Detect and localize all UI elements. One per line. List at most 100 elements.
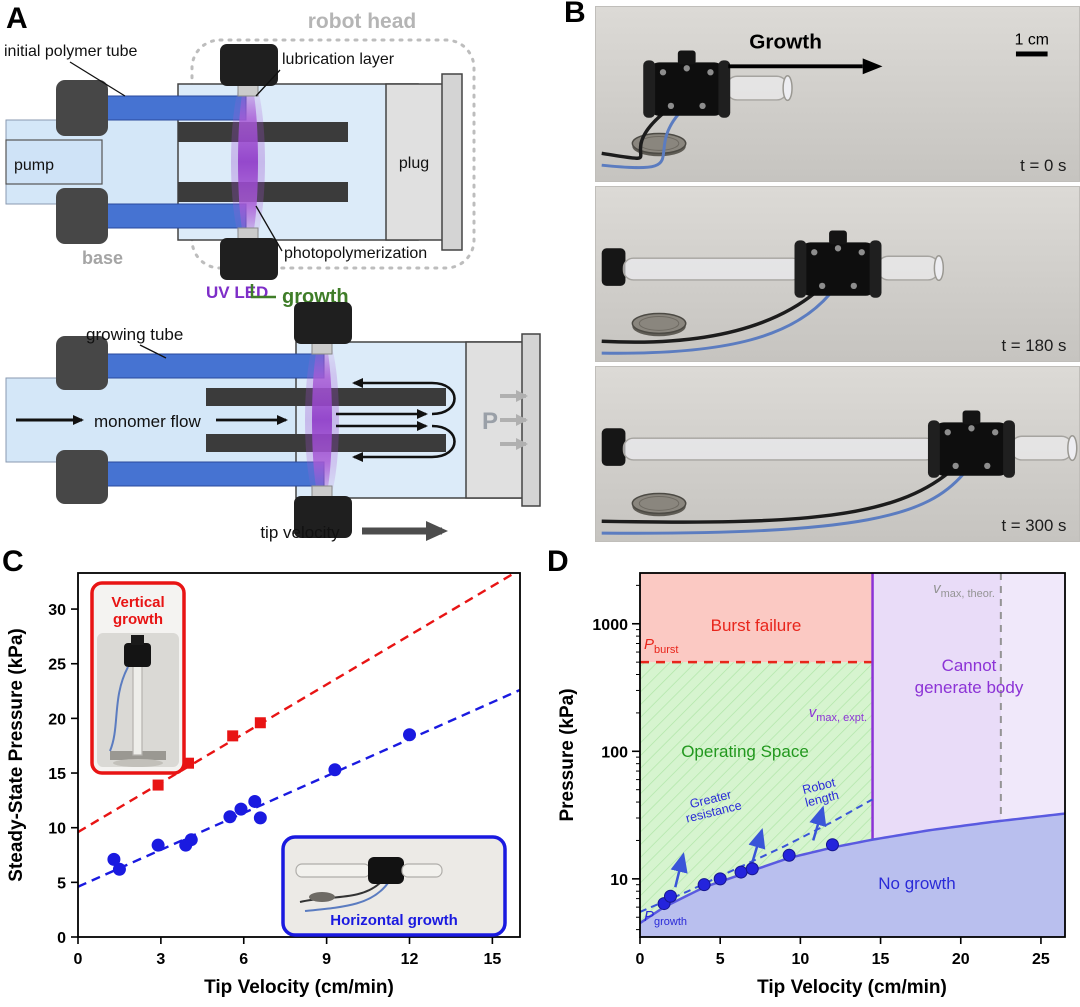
robot-assembly <box>601 230 945 355</box>
growth-bracket <box>250 284 276 299</box>
return-flow-top <box>352 378 456 416</box>
cannot-generate-label-2: generate body <box>915 678 1024 697</box>
panel-b-letter: B <box>564 0 586 29</box>
robot-assembly <box>601 50 793 170</box>
x-tick-label: 9 <box>322 951 331 968</box>
y-tick-label: 10 <box>48 821 66 838</box>
x-tick-label: 5 <box>716 951 725 968</box>
panel-d-phase-diagram: D 0 5 10 15 20 25 10 100 1000 Burst failure Oper… <box>547 545 1066 998</box>
y-tick-label: 10 <box>610 872 628 889</box>
base-label: base <box>82 248 123 268</box>
x-axis-title: Tip Velocity (cm/min) <box>204 977 394 998</box>
timestamp: t = 180 s <box>1001 336 1066 355</box>
growth-direction-label: Growth <box>749 31 822 54</box>
no-growth-label: No growth <box>878 874 955 893</box>
robot-head-mini <box>124 643 151 667</box>
operating-space-label: Operating Space <box>681 742 809 761</box>
p-growth-label: Pgrowth <box>644 908 687 928</box>
p-burst-label: Pburst <box>644 636 678 656</box>
y-axis-title: Pressure (kPa) <box>557 688 578 821</box>
x-tick-label: 6 <box>239 951 248 968</box>
panel-a-letter: A <box>6 2 28 35</box>
robot-assembly <box>601 410 1078 535</box>
region-burst-failure <box>640 573 873 663</box>
inset-title: Horizontal growth <box>330 912 458 929</box>
series-vertical-growth <box>152 717 266 791</box>
burst-failure-label: Burst failure <box>711 616 802 635</box>
y-tick-label: 30 <box>48 602 66 619</box>
y-axis-title: Steady-State Pressure (kPa) <box>6 628 27 881</box>
inset-horizontal-growth: Horizontal growth <box>281 835 507 937</box>
scale-bar-label: 1 cm <box>1015 32 1049 49</box>
photopolymerization-zone <box>238 78 258 246</box>
region-no-growth <box>640 813 1065 937</box>
timestamp: t = 300 s <box>1001 516 1066 535</box>
y-tick-label: 20 <box>48 711 66 728</box>
uv-led-housing-bottom-2 <box>294 496 352 538</box>
cannot-generate-label-1: Cannot <box>942 656 997 675</box>
scale-bar <box>1015 51 1048 57</box>
y-tick-label: 5 <box>57 875 66 892</box>
growth-arrow-head <box>862 58 883 75</box>
y-tick-label: 1000 <box>592 617 628 634</box>
y-tick-label: 0 <box>57 930 66 947</box>
series-horizontal-growth <box>107 728 416 876</box>
x-tick-label: 15 <box>872 951 890 968</box>
photo-frame-t0: Growth 1 cm t = 0 s <box>595 6 1080 182</box>
x-tick-label: 25 <box>1032 951 1050 968</box>
robot-head-label: robot head <box>308 10 417 33</box>
pump-label: pump <box>14 157 54 174</box>
polymer-tube-wall-bottom <box>93 203 247 229</box>
v-max-expt-label: vmax, expt. <box>809 704 867 724</box>
x-tick-label: 0 <box>636 951 645 968</box>
x-tick-label: 0 <box>74 951 83 968</box>
timestamp: t = 0 s <box>1020 156 1066 175</box>
panel-a-schematic: A robot head initial polymer tube lubric… <box>4 2 541 542</box>
pump-barrel <box>5 139 103 185</box>
vertical-tube <box>132 662 143 756</box>
photopolymerization-label: photopolymerization <box>284 245 427 262</box>
top-assembly <box>5 44 463 280</box>
robot-body-mini <box>368 857 404 884</box>
panel-c-letter: C <box>2 545 24 578</box>
panel-c-chart: C 0 3 6 9 12 15 0 5 10 15 20 25 30 Vertical growth H… <box>2 545 521 998</box>
region-cannot-generate-body <box>872 573 1065 840</box>
increase-arrow <box>809 805 827 841</box>
uv-led-label: UV LED <box>206 283 268 302</box>
leader-line <box>255 69 281 97</box>
bottom-assembly <box>5 302 541 538</box>
plug-body <box>385 83 447 241</box>
x-tick-label: 10 <box>791 951 809 968</box>
increase-arrow <box>670 852 688 888</box>
x-tick-label: 15 <box>483 951 501 968</box>
increase-arrow <box>748 827 766 863</box>
plot-frame <box>639 572 1066 938</box>
x-tick-label: 20 <box>952 951 970 968</box>
panel-b-photos: B Growth 1 cm t = 0 s t = 180 s t = 300 … <box>560 0 1080 545</box>
initial-polymer-tube-label: initial polymer tube <box>4 43 138 60</box>
leader-line <box>255 205 283 252</box>
uv-led-housing-bottom <box>220 238 278 280</box>
x-axis-title: Tip Velocity (cm/min) <box>757 977 947 998</box>
polymer-tube-wall-top <box>93 95 247 121</box>
inset-title-line1: Vertical <box>111 594 164 611</box>
inset-title-line2: growth <box>113 611 163 628</box>
plot-area: 0 5 10 15 20 25 10 100 1000 <box>592 573 1066 968</box>
uv-led-housing-top-2 <box>294 302 352 344</box>
base-block-top <box>56 80 108 136</box>
y-tick-label: 15 <box>48 766 66 783</box>
inset-vertical-growth: Vertical growth <box>90 581 186 775</box>
monomer-flow-label: monomer flow <box>94 412 201 431</box>
lubrication-layer-label: lubrication layer <box>282 51 395 68</box>
coin-mini <box>309 892 335 902</box>
x-tick-label: 12 <box>401 951 419 968</box>
photo-frame-t180: t = 180 s <box>595 186 1080 362</box>
return-flow-bottom <box>352 424 456 462</box>
uv-led-housing-top <box>220 44 278 86</box>
fit-lines <box>78 573 520 888</box>
tip-velocity-label: tip velocity <box>260 523 340 542</box>
x-tick-label: 3 <box>156 951 165 968</box>
photo-frame-t300: t = 300 s <box>595 366 1080 542</box>
y-tick-label: 100 <box>601 744 628 761</box>
leader-line <box>69 61 126 97</box>
